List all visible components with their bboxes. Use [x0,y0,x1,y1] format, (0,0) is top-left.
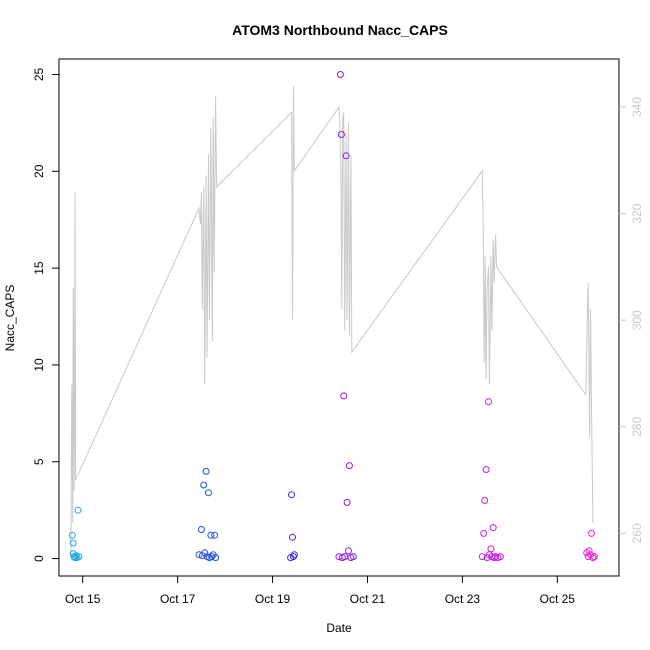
x-tick-label: Oct 17 [160,592,196,606]
data-point [205,489,212,497]
y-tick-label: 25 [32,67,46,81]
data-point [345,547,352,555]
data-point [212,554,220,562]
data-point [200,481,208,489]
x-tick-label: Oct 25 [540,592,576,606]
right-y-tick-label: 320 [630,203,644,223]
x-tick-label: Oct 21 [350,592,386,606]
data-point [288,491,295,499]
x-tick-label: Oct 15 [65,592,101,606]
data-point [590,553,598,561]
data-point [489,524,497,532]
data-point [478,553,486,561]
right-y-tick-label: 300 [630,310,644,330]
data-point [208,553,216,561]
y-tick-label: 5 [32,458,46,465]
data-point [349,553,357,561]
data-point [202,467,210,475]
right-y-tick-label: 260 [630,523,644,543]
data-point [336,71,344,78]
data-point [290,551,298,559]
data-point [485,398,492,406]
y-tick-label: 0 [32,555,46,562]
data-point [68,531,76,539]
data-point [482,466,490,473]
y-axis-label: Nacc_CAPS [3,285,17,352]
data-point [340,392,348,400]
axes: Oct 15 Oct 17 Oct 19 Oct 21 Oct 23 Oct 25 0 5 10… [32,67,644,606]
right-y-tick-label: 340 [630,97,644,117]
data-point [69,539,77,547]
data-point [211,531,219,539]
x-tick-label: Oct 19 [255,592,291,606]
y-tick-label: 20 [32,164,46,178]
data-point [487,545,495,553]
data-point [75,553,83,561]
x-tick-label: Oct 23 [445,592,481,606]
y-tick-label: 10 [32,358,46,372]
data-point [197,526,205,533]
data-point [480,529,488,537]
data-point [337,131,345,138]
data-point [289,533,296,541]
data-point [588,529,595,537]
right-y-tick-label: 280 [630,416,644,436]
chart-title: ATOM3 Northbound Nacc_CAPS [232,22,448,38]
x-axis-label: Date [326,621,352,635]
data-point [343,498,351,506]
data-point [342,152,350,160]
plot-area [68,71,598,562]
data-point [201,549,209,557]
line-series [70,85,594,561]
data-point [207,531,215,539]
data-point [345,462,353,470]
data-point [496,553,504,561]
data-point [589,554,597,562]
data-point [585,547,593,555]
y-tick-label: 15 [32,261,46,275]
data-point [481,497,489,504]
data-point [74,506,82,514]
